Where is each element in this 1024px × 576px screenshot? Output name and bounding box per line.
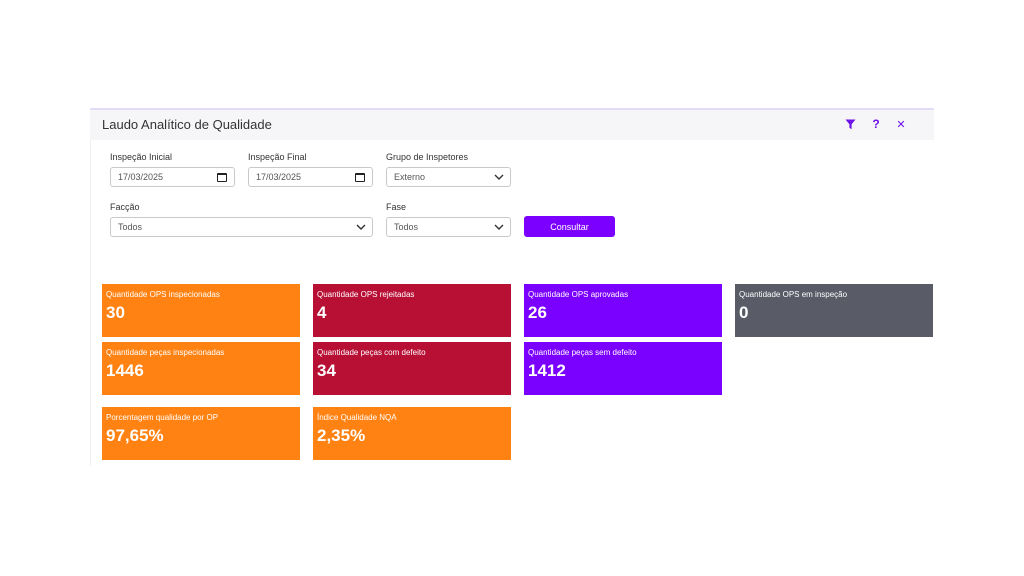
- grupo-inspetores-value: Externo: [394, 172, 426, 182]
- calendar-icon[interactable]: [355, 172, 365, 182]
- kpi-label: Quantidade OPS em inspeção: [739, 290, 848, 299]
- close-icon[interactable]: ✕: [896, 118, 906, 131]
- inspecao-inicial-value: 17/03/2025: [118, 172, 164, 182]
- panel-header: Laudo Analítico de Qualidade ? ✕: [90, 110, 934, 140]
- kpi-card-qualidade-por-op: Porcentagem qualidade por OP 97,65%: [102, 407, 300, 460]
- kpi-card-pecas-inspecionadas: Quantidade peças inspecionadas 1446: [102, 342, 300, 395]
- grupo-inspetores-select[interactable]: Externo: [386, 167, 511, 187]
- kpi-card-pecas-com-defeito: Quantidade peças com defeito 34: [313, 342, 511, 395]
- inspecao-final-value: 17/03/2025: [256, 172, 302, 182]
- kpi-label: Quantidade OPS inspecionadas: [106, 290, 220, 299]
- kpi-value: 0: [739, 303, 749, 322]
- kpi-value: 97,65%: [106, 426, 164, 445]
- faccao-label: Facção: [110, 202, 140, 212]
- kpi-value: 34: [317, 361, 336, 380]
- kpi-label: Quantidade peças com defeito: [317, 348, 426, 357]
- fase-select[interactable]: Todos: [386, 217, 511, 237]
- inspecao-inicial-date-input[interactable]: 17/03/2025: [110, 167, 235, 187]
- kpi-value: 4: [317, 303, 327, 322]
- fase-value: Todos: [394, 222, 419, 232]
- kpi-card-ops-inspecionadas: Quantidade OPS inspecionadas 30: [102, 284, 300, 337]
- report-panel: Laudo Analítico de Qualidade ? ✕ Inspeçã…: [90, 108, 934, 468]
- kpi-label: Quantidade peças inspecionadas: [106, 348, 225, 357]
- panel-left-border: [90, 110, 91, 466]
- calendar-icon[interactable]: [217, 172, 227, 182]
- inspecao-final-date-input[interactable]: 17/03/2025: [248, 167, 373, 187]
- kpi-label: Índice Qualidade NQA: [317, 413, 397, 422]
- grupo-inspetores-label: Grupo de Inspetores: [386, 152, 469, 162]
- chevron-down-icon: [494, 174, 504, 180]
- kpi-value: 1446: [106, 361, 144, 380]
- page-title: Laudo Analítico de Qualidade: [102, 117, 272, 132]
- kpi-card-ops-rejeitadas: Quantidade OPS rejeitadas 4: [313, 284, 511, 337]
- help-icon[interactable]: ?: [872, 117, 880, 131]
- chevron-down-icon: [356, 224, 366, 230]
- kpi-value: 1412: [528, 361, 566, 380]
- faccao-select[interactable]: Todos: [110, 217, 373, 237]
- inspecao-final-label: Inspeção Final: [248, 152, 307, 162]
- chevron-down-icon: [494, 224, 504, 230]
- kpi-value: 2,35%: [317, 426, 366, 445]
- consultar-button[interactable]: Consultar: [524, 216, 615, 237]
- kpi-card-pecas-sem-defeito: Quantidade peças sem defeito 1412: [524, 342, 722, 395]
- faccao-value: Todos: [118, 222, 143, 232]
- kpi-label: Quantidade peças sem defeito: [528, 348, 637, 357]
- kpi-value: 30: [106, 303, 125, 322]
- kpi-card-indice-nqa: Índice Qualidade NQA 2,35%: [313, 407, 511, 460]
- inspecao-inicial-label: Inspeção Inicial: [110, 152, 173, 162]
- kpi-label: Quantidade OPS aprovadas: [528, 290, 629, 299]
- kpi-label: Quantidade OPS rejeitadas: [317, 290, 415, 299]
- kpi-card-ops-em-inspecao: Quantidade OPS em inspeção 0: [735, 284, 933, 337]
- kpi-value: 26: [528, 303, 547, 322]
- kpi-label: Porcentagem qualidade por OP: [106, 413, 219, 422]
- filter-icon[interactable]: [841, 115, 859, 133]
- panel-top-border: [90, 108, 934, 110]
- kpi-card-ops-aprovadas: Quantidade OPS aprovadas 26: [524, 284, 722, 337]
- fase-label: Fase: [386, 202, 407, 212]
